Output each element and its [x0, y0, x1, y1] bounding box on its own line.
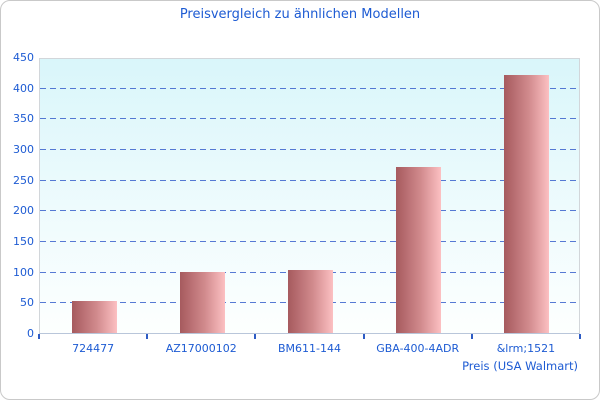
x-axis-tick [362, 334, 365, 339]
x-axis-label: 724477 [72, 342, 115, 355]
bar [396, 167, 442, 333]
y-axis-label: 300 [13, 143, 34, 156]
x-axis-label: AZ17000102 [165, 342, 237, 355]
y-axis-label: 50 [20, 296, 34, 310]
y-axis-label: 150 [13, 235, 34, 248]
y-axis-label: 400 [13, 81, 34, 95]
x-axis-tick [254, 334, 257, 339]
gridline [40, 149, 579, 150]
gridline [40, 87, 579, 89]
y-axis-label: 0 [27, 327, 34, 340]
x-axis-tick [470, 334, 473, 339]
x-axis-tick [38, 334, 40, 339]
x-axis-label: BM611-144 [277, 342, 341, 355]
chart-title: Preisvergleich zu ähnlichen Modellen [179, 7, 421, 22]
x-axis-tick [146, 334, 149, 339]
y-axis-label: 200 [13, 204, 34, 218]
y-axis-label: 450 [13, 51, 34, 64]
gridline [40, 210, 579, 212]
gridline [40, 179, 579, 181]
bar [288, 270, 333, 333]
y-axis-label: 350 [13, 112, 34, 126]
y-axis-label: 100 [13, 265, 34, 279]
x-axis-tick [579, 334, 581, 339]
x-axis-label: GBA-400-4ADR [376, 342, 460, 355]
gridline [40, 241, 579, 242]
bar [71, 301, 117, 333]
x-axis-title: Preis (USA Walmart) [462, 359, 578, 373]
plot-area [39, 58, 580, 334]
bar [179, 272, 225, 333]
x-axis-label: &lrm;1521 [496, 342, 556, 355]
y-axis-label: 250 [13, 173, 34, 187]
gridline [40, 118, 579, 120]
bar [504, 75, 550, 333]
